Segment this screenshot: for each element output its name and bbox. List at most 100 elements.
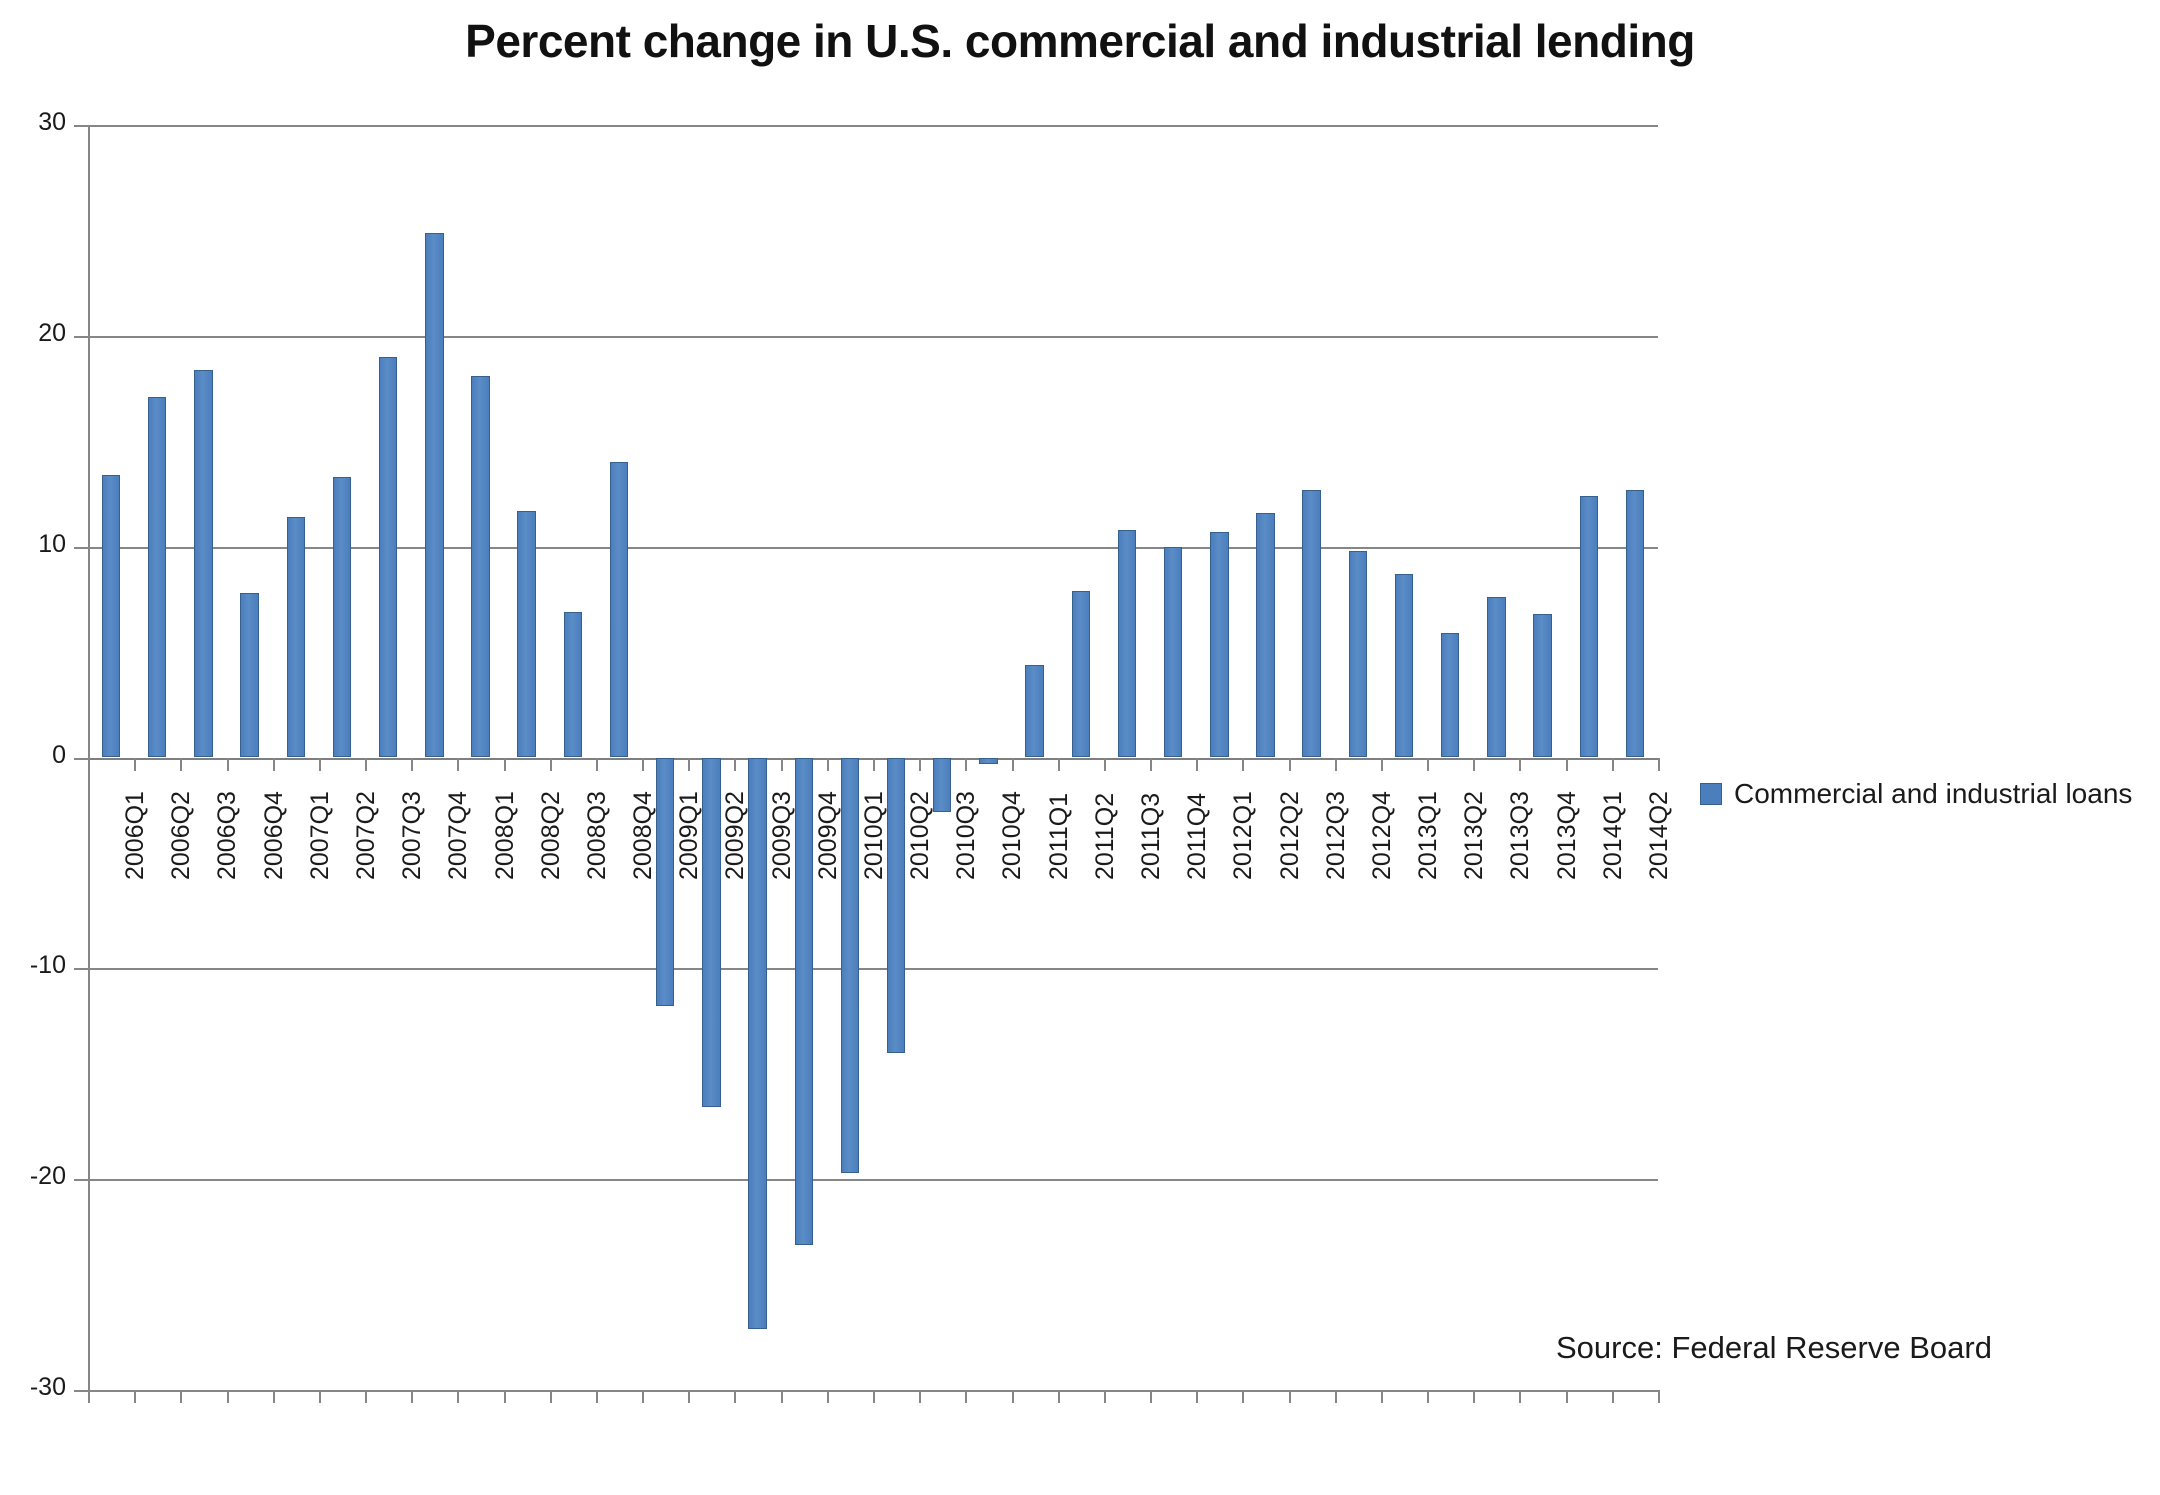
bar: [332, 477, 352, 758]
x-axis-tick-zero: [1611, 757, 1614, 771]
y-axis-tick-label: -10: [29, 951, 66, 980]
bar: [1533, 614, 1552, 758]
y-axis-tick: [74, 546, 90, 549]
legend: Commercial and industrial loans: [1700, 778, 2132, 810]
x-axis-tick-zero: [873, 757, 875, 771]
y-axis-tick: [74, 1179, 90, 1182]
x-axis-tick-zero: [88, 757, 90, 771]
y-axis-tick: [74, 968, 90, 971]
x-axis-tick-zero: [1150, 757, 1153, 771]
x-axis-tick: [919, 1390, 922, 1403]
x-axis-tick: [88, 1390, 90, 1403]
x-axis-tick-zero: [1196, 757, 1199, 771]
x-axis-tick-label: 2006Q4: [259, 790, 288, 880]
x-axis-tick: [226, 1390, 229, 1403]
bar: [1071, 590, 1091, 758]
x-axis-tick: [1334, 1390, 1337, 1403]
x-axis-tick-zero: [1057, 757, 1060, 771]
x-axis-tick-zero: [826, 757, 829, 771]
bar: [1210, 531, 1229, 758]
y-axis-tick: [74, 335, 90, 338]
bar: [240, 593, 259, 758]
x-axis-tick: [411, 1390, 414, 1403]
gridline: [88, 1179, 1658, 1182]
bar: [1348, 550, 1368, 758]
x-axis-tick-label: 2011Q3: [1136, 792, 1165, 880]
bar: [1394, 574, 1414, 758]
x-axis-tick-zero: [365, 757, 368, 771]
bar: [1256, 512, 1275, 758]
bar: [378, 356, 398, 758]
source-note: Source: Federal Reserve Board: [1556, 1330, 1992, 1365]
x-axis-tick-label: 2010Q2: [906, 790, 935, 880]
x-axis-tick: [1565, 1390, 1568, 1403]
y-axis-tick-label: 20: [38, 318, 66, 347]
x-axis-tick-label: 2011Q4: [1183, 792, 1212, 880]
y-axis-tick: [74, 1390, 90, 1392]
x-axis-tick-zero: [1242, 757, 1245, 771]
bar: [517, 510, 536, 758]
x-axis-tick-label: 2012Q1: [1229, 790, 1258, 880]
x-axis-tick-label: 2008Q4: [629, 790, 658, 880]
bar: [148, 396, 167, 758]
x-axis-tick-zero: [1380, 757, 1383, 771]
x-axis-tick-label: 2008Q2: [536, 790, 565, 880]
bar: [794, 757, 813, 1245]
bar: [933, 757, 952, 813]
y-axis-tick-label: 0: [52, 740, 66, 769]
x-axis-tick-label: 2011Q1: [1044, 792, 1073, 880]
gridline: [88, 546, 1658, 549]
x-axis-tick-zero: [1334, 757, 1337, 771]
bar: [563, 612, 583, 758]
x-axis-tick-label: 2012Q3: [1321, 790, 1350, 880]
bar: [425, 232, 444, 758]
x-axis-tick: [1519, 1390, 1522, 1403]
bar: [609, 462, 629, 758]
x-axis-tick-label: 2009Q3: [767, 790, 796, 880]
x-axis-tick: [1611, 1390, 1614, 1403]
x-axis-tick: [780, 1390, 783, 1403]
x-axis-tick-zero: [734, 757, 737, 771]
x-axis-tick-label: 2009Q4: [813, 790, 842, 880]
x-axis-tick-label: 2009Q1: [675, 790, 704, 880]
y-axis-tick: [74, 757, 90, 760]
x-axis-tick-zero: [1011, 757, 1014, 771]
x-axis-tick-label: 2013Q3: [1506, 790, 1535, 880]
x-axis-tick-zero: [180, 757, 183, 771]
bar: [1440, 633, 1460, 758]
x-axis-tick: [688, 1390, 691, 1403]
x-axis-tick-label: 2006Q2: [167, 790, 196, 880]
bar: [286, 517, 306, 758]
y-axis-tick-label: -30: [29, 1373, 66, 1401]
x-axis-tick-label: 2009Q2: [721, 790, 750, 880]
x-axis-tick: [1473, 1390, 1476, 1403]
bar: [1487, 597, 1506, 758]
x-axis-tick-label: 2007Q2: [351, 790, 380, 880]
x-axis-tick: [180, 1390, 183, 1403]
x-axis-tick-label: 2012Q4: [1367, 790, 1396, 880]
x-axis-tick: [1103, 1390, 1106, 1403]
gridline: [88, 335, 1658, 338]
x-axis-tick: [1196, 1390, 1199, 1403]
bar: [1163, 546, 1183, 758]
x-axis-tick-label: 2007Q4: [444, 790, 473, 880]
x-axis-tick: [826, 1390, 829, 1403]
x-axis-tick: [365, 1390, 368, 1403]
x-axis-tick-zero: [1565, 757, 1568, 771]
bar: [702, 757, 721, 1108]
x-axis-tick-zero: [688, 757, 691, 771]
chart-title: Percent change in U.S. commercial and in…: [465, 15, 1695, 67]
x-axis-tick-label: 2006Q1: [121, 790, 150, 880]
x-axis-tick: [1242, 1390, 1245, 1403]
x-axis-tick: [1011, 1390, 1014, 1403]
x-axis-tick-zero: [642, 757, 645, 771]
bar: [748, 757, 767, 1329]
x-axis-tick-zero: [503, 757, 506, 771]
x-axis-tick-zero: [318, 757, 321, 771]
x-axis-tick: [134, 1390, 137, 1403]
x-axis-tick-zero: [919, 757, 922, 771]
bar: [101, 474, 121, 758]
bar: [1025, 664, 1044, 758]
y-axis-tick-label: 10: [38, 529, 66, 558]
x-axis-tick-label: 2013Q2: [1460, 790, 1489, 880]
